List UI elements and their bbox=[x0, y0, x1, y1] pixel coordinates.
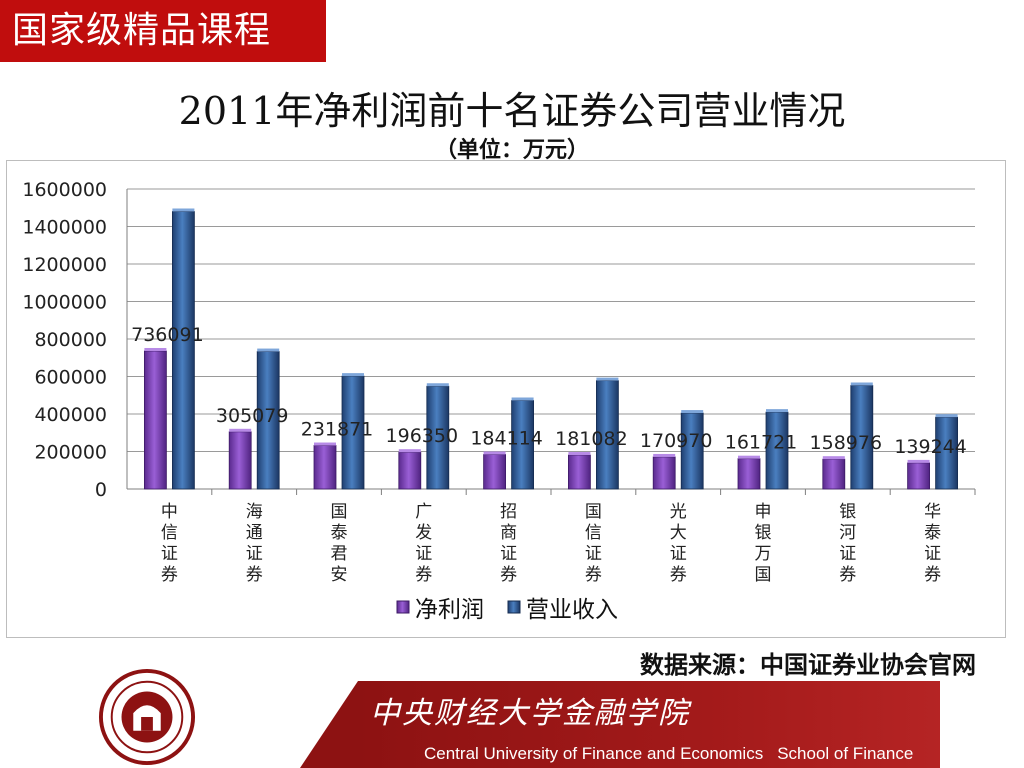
footer-university-en: Central University of Finance and Econom… bbox=[424, 744, 764, 763]
bar-top-0-9 bbox=[907, 459, 930, 463]
bar-net-profit-5 bbox=[568, 454, 591, 490]
legend-entry-0: 净利润 bbox=[415, 597, 484, 623]
x-tick-label: 广发证券 bbox=[415, 502, 432, 585]
data-label: 139244 bbox=[894, 436, 967, 458]
data-label: 231871 bbox=[301, 419, 374, 441]
bar-top-0-8 bbox=[822, 456, 845, 460]
bar-top-1-7 bbox=[766, 409, 788, 413]
bar-top-1-9 bbox=[935, 414, 958, 418]
chart-title: 2011年净利润前十名证券公司营业情况 bbox=[178, 89, 846, 133]
y-tick-label: 1200000 bbox=[22, 254, 107, 276]
bar-top-1-1 bbox=[257, 348, 280, 352]
y-tick-label: 400000 bbox=[34, 404, 107, 426]
bar-top-0-5 bbox=[568, 452, 591, 456]
x-tick-label: 国信证券 bbox=[585, 502, 602, 585]
bar-net-profit-8 bbox=[822, 458, 846, 490]
data-label: 736091 bbox=[131, 324, 204, 346]
x-tick-label: 银河证券 bbox=[839, 502, 856, 585]
bar-top-0-7 bbox=[738, 455, 760, 459]
chart-frame: 0 200000 400000 600000 800000 1000000 1200000 1… bbox=[6, 160, 1006, 638]
y-tick-label: 200000 bbox=[34, 442, 107, 464]
legend-swatch-1 bbox=[507, 600, 521, 614]
footer-band bbox=[358, 681, 940, 768]
bar-top-0-6 bbox=[653, 453, 676, 457]
bar-net-profit-1 bbox=[228, 431, 252, 490]
data-label: 158976 bbox=[810, 432, 883, 454]
bar-net-profit-4 bbox=[483, 454, 507, 490]
data-label: 196350 bbox=[386, 425, 459, 447]
data-label: 170970 bbox=[640, 430, 713, 452]
x-tick-label: 海通证券 bbox=[246, 502, 263, 585]
footer-school-cn: 中央财经大学金融学院 bbox=[370, 696, 690, 731]
footer-school-en: Central University of Finance and Econom… bbox=[424, 744, 913, 764]
bar-top-0-4 bbox=[483, 451, 506, 455]
bar-net-profit-9 bbox=[907, 462, 930, 490]
bar-net-profit-6 bbox=[652, 456, 676, 490]
bar-top-1-5 bbox=[596, 377, 619, 381]
y-tick-label: 1600000 bbox=[22, 179, 107, 201]
bar-top-1-0 bbox=[172, 208, 195, 212]
bar-net-profit-0 bbox=[143, 350, 167, 490]
bar-top-1-6 bbox=[681, 410, 704, 414]
bar-top-0-2 bbox=[314, 442, 336, 446]
data-label: 305079 bbox=[216, 405, 289, 427]
x-tick-label: 申银万国 bbox=[755, 502, 772, 585]
bar-net-profit-7 bbox=[737, 458, 761, 490]
x-tick-label: 华泰证券 bbox=[924, 502, 941, 585]
university-seal-icon bbox=[98, 668, 196, 766]
data-label: 161721 bbox=[725, 432, 798, 454]
footer-school-en-name: School of Finance bbox=[777, 744, 914, 763]
bar-revenue-0 bbox=[171, 211, 195, 490]
bar-top-1-2 bbox=[342, 373, 364, 377]
bar-top-0-1 bbox=[229, 428, 252, 432]
y-tick-label: 1400000 bbox=[22, 217, 107, 239]
y-tick-label: 800000 bbox=[34, 329, 107, 351]
data-label: 184114 bbox=[470, 427, 543, 449]
bar-top-1-3 bbox=[426, 383, 449, 387]
x-tick-label: 中信证券 bbox=[161, 502, 178, 585]
y-tick-label: 1000000 bbox=[22, 292, 107, 314]
data-label: 181082 bbox=[555, 428, 628, 450]
x-tick-label: 光大证券 bbox=[670, 502, 687, 585]
y-tick-label: 0 bbox=[95, 479, 107, 501]
bar-net-profit-2 bbox=[313, 445, 337, 490]
bar-top-0-0 bbox=[144, 347, 167, 351]
x-tick-label: 国泰君安 bbox=[331, 502, 348, 585]
bar-top-0-3 bbox=[398, 449, 421, 453]
bar-top-1-4 bbox=[511, 397, 534, 401]
bar-net-profit-3 bbox=[398, 451, 422, 490]
chart-subtitle: （单位：万元） bbox=[434, 138, 589, 163]
bar-chart: 0 200000 400000 600000 800000 1000000 1200000 1… bbox=[22, 179, 976, 623]
footer-wedge bbox=[300, 681, 358, 768]
legend-entry-1: 营业收入 bbox=[526, 597, 618, 623]
x-tick-label: 招商证券 bbox=[500, 502, 517, 585]
data-source: 数据来源：中国证券业协会官网 bbox=[640, 651, 976, 679]
course-badge: 国家级精品课程 bbox=[0, 0, 326, 62]
bar-top-1-8 bbox=[850, 382, 873, 386]
legend-swatch-0 bbox=[396, 600, 410, 614]
y-tick-label: 600000 bbox=[34, 367, 107, 389]
